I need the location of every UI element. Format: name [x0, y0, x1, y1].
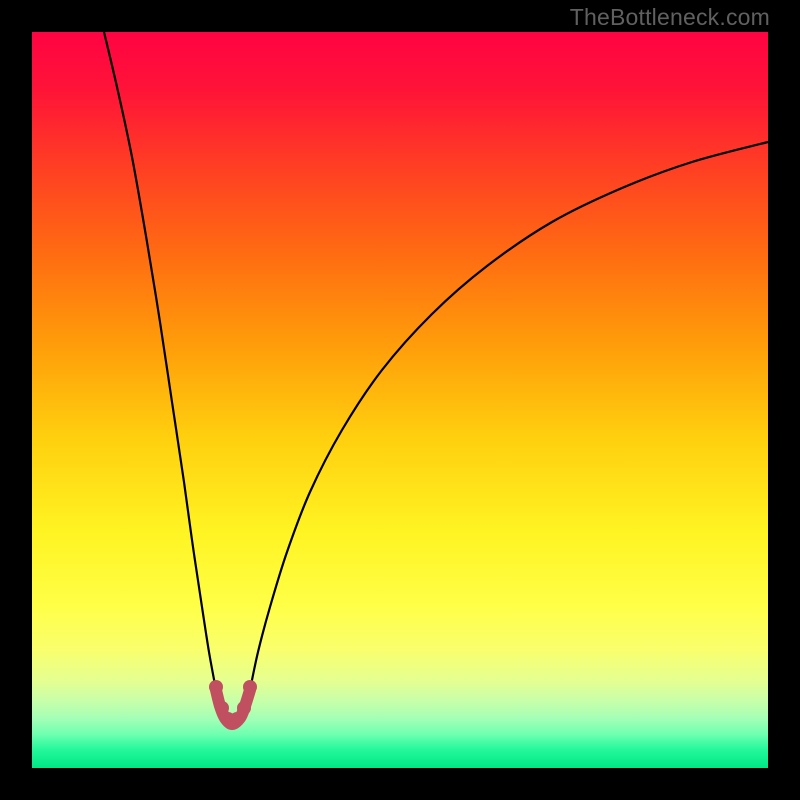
- frame-left: [0, 0, 32, 800]
- watermark-text: TheBottleneck.com: [570, 4, 770, 31]
- bottleneck-curve: [32, 32, 768, 768]
- valley-dot: [209, 680, 223, 694]
- frame-right: [768, 0, 800, 800]
- frame-bottom: [0, 768, 800, 800]
- valley-dot: [237, 701, 251, 715]
- valley-dot: [243, 680, 257, 694]
- plot-area: [32, 32, 768, 768]
- gradient-background: [32, 32, 768, 768]
